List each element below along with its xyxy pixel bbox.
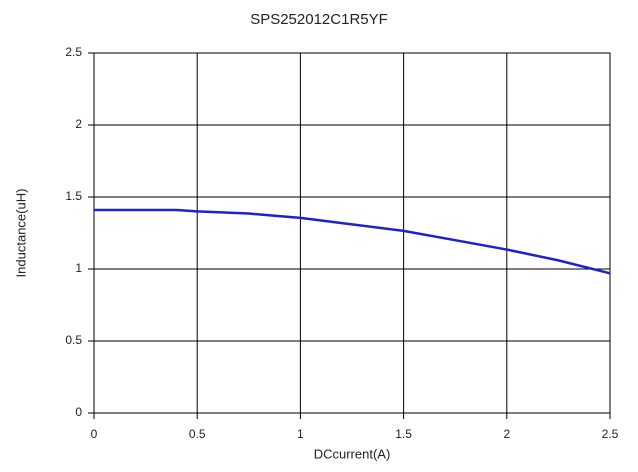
y-tick-label: 2.5 [65,45,82,59]
x-tick-label: 2 [503,427,510,441]
x-tick-label: 1.5 [395,427,412,441]
line [94,208,611,275]
y-axis-label: Inductance(uH) [13,189,28,278]
y-tick-label: 1 [75,261,82,275]
plot-border [93,52,611,414]
y-tick-label: 0 [75,405,82,419]
y-tick-label: 0.5 [65,333,82,347]
x-tick-label: 0 [91,427,98,441]
x-tick-label: 0.5 [189,427,206,441]
y-tick-label: 1.5 [65,189,82,203]
x-tick-label: 1 [297,427,304,441]
x-axis-label: DCcurrent(A) [314,446,391,461]
y-tick-label: 2 [75,117,82,131]
chart-title: SPS252012C1R5YF [250,11,388,28]
x-tick-label: 2.5 [602,427,619,441]
